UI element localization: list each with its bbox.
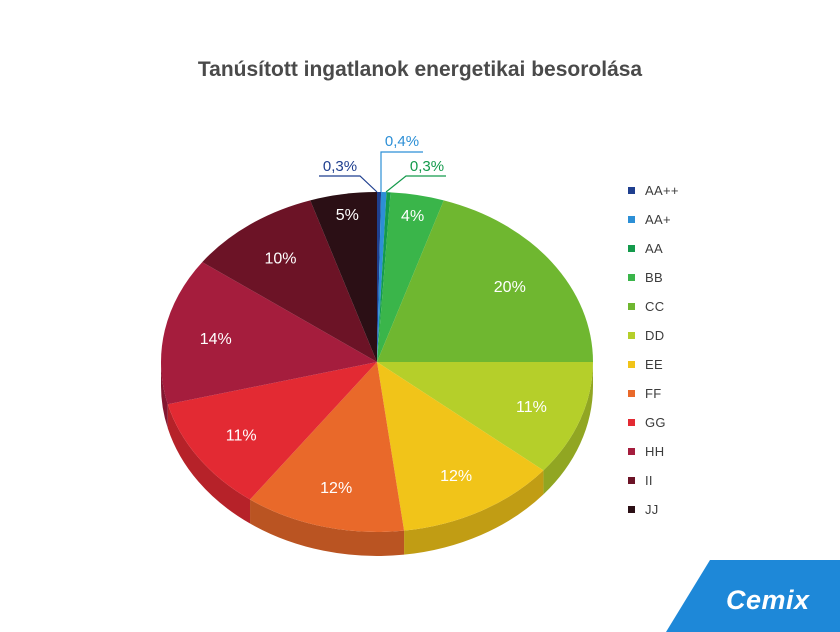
legend-label: AA: [645, 241, 663, 256]
pie-slice-aaplusplus: [377, 192, 382, 362]
legend-item-aaplusplus: AA++: [628, 176, 679, 205]
slice-label-ee: 12%: [440, 468, 472, 485]
callout-label-aa: 0,3%: [410, 158, 444, 175]
pie-side-ee: [404, 470, 544, 555]
pie-slice-dd: [377, 362, 593, 471]
slice-label-bb: 4%: [401, 208, 424, 225]
legend-item-aaplus: AA+: [628, 205, 679, 234]
legend-label: GG: [645, 415, 666, 430]
pie-slice-ii: [202, 200, 377, 362]
legend-label: EE: [645, 357, 663, 372]
callout-line-aaplusplus: [319, 175, 378, 193]
chart-title: Tanúsított ingatlanok energetikai besoro…: [197, 58, 643, 81]
legend-swatch: [628, 361, 635, 368]
pie-side-gg: [167, 404, 251, 524]
legend-item-ff: FF: [628, 379, 679, 408]
legend-label: DD: [645, 328, 665, 343]
legend-item-bb: BB: [628, 263, 679, 292]
pie-slice-gg: [167, 362, 377, 500]
pie-slice-cc: [377, 200, 593, 362]
legend-item-dd: DD: [628, 321, 679, 350]
legend-item-ii: II: [628, 466, 679, 495]
legend-swatch: [628, 187, 635, 194]
legend-swatch: [628, 419, 635, 426]
legend-swatch: [628, 390, 635, 397]
slice-label-hh: 14%: [200, 331, 232, 348]
legend-label: II: [645, 473, 653, 488]
slice-label-dd: 11%: [516, 399, 547, 416]
pie-slice-aaplus: [377, 192, 387, 362]
chart-legend: AA++ AA+ AA BB CC DD EE FF GG HH II JJ: [628, 176, 679, 524]
pie-slice-hh: [161, 262, 377, 405]
pie-slice-jj: [310, 192, 377, 362]
slice-label-cc: 20%: [494, 279, 526, 296]
brand-logo-text: Cemix: [726, 585, 810, 615]
legend-item-ee: EE: [628, 350, 679, 379]
pie-slice-bb: [377, 192, 444, 362]
legend-swatch: [628, 506, 635, 513]
slice-label-jj: 5%: [336, 207, 359, 224]
callout-line-aaplus: [380, 151, 423, 192]
legend-swatch: [628, 303, 635, 310]
legend-label: AA+: [645, 212, 671, 227]
legend-label: BB: [645, 270, 663, 285]
legend-label: FF: [645, 386, 662, 401]
legend-item-hh: HH: [628, 437, 679, 466]
callout-label-aaplusplus: 0,3%: [323, 158, 357, 175]
legend-item-gg: GG: [628, 408, 679, 437]
pie-side-ff: [250, 499, 405, 556]
legend-label: JJ: [645, 502, 659, 517]
legend-item-jj: JJ: [628, 495, 679, 524]
legend-label: CC: [645, 299, 665, 314]
legend-swatch: [628, 216, 635, 223]
legend-swatch: [628, 448, 635, 455]
pie-slice-ee: [377, 362, 544, 531]
legend-swatch: [628, 332, 635, 339]
pie-slice-ff: [250, 362, 405, 532]
pie-side-hh: [161, 362, 168, 429]
legend-swatch: [628, 245, 635, 252]
slice-label-gg: 11%: [226, 428, 257, 445]
slice-label-ff: 12%: [320, 480, 352, 497]
legend-item-aa: AA: [628, 234, 679, 263]
legend-swatch: [628, 274, 635, 281]
legend-swatch: [628, 477, 635, 484]
legend-label: AA++: [645, 183, 679, 198]
pie-side-dd: [543, 362, 593, 495]
legend-label: HH: [645, 444, 665, 459]
callout-line-aa: [385, 175, 446, 193]
brand-logo-banner: [666, 560, 840, 632]
callout-label-aaplus: 0,4%: [385, 133, 419, 150]
pie-slice-aa: [377, 192, 391, 362]
legend-item-cc: CC: [628, 292, 679, 321]
slice-label-ii: 10%: [264, 250, 296, 267]
